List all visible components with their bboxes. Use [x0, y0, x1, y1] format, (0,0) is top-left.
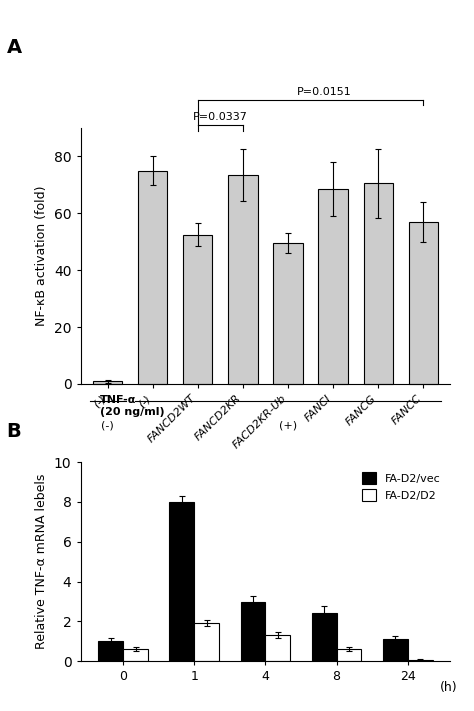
Y-axis label: NF-κB activation (fold): NF-κB activation (fold)	[36, 186, 48, 326]
Bar	[170, 502, 194, 661]
Bar	[138, 171, 167, 384]
Bar	[241, 602, 265, 661]
Bar	[383, 639, 408, 661]
Text: (h): (h)	[440, 681, 458, 694]
Text: B: B	[7, 422, 21, 442]
Y-axis label: Relative TNF-α mRNA lebels: Relative TNF-α mRNA lebels	[36, 474, 48, 649]
Legend: FA-D2/vec, FA-D2/D2: FA-D2/vec, FA-D2/D2	[358, 468, 445, 505]
Bar	[99, 641, 123, 661]
Bar	[364, 183, 393, 384]
Bar	[337, 649, 362, 661]
Bar	[123, 649, 148, 661]
Text: A: A	[7, 38, 22, 58]
Text: P=0.0151: P=0.0151	[297, 87, 351, 97]
Text: (-): (-)	[101, 421, 114, 431]
Bar	[409, 222, 438, 384]
Bar	[319, 189, 348, 384]
Bar	[194, 624, 219, 661]
Bar	[312, 614, 337, 661]
Text: TNF-α
(20 ng/ml): TNF-α (20 ng/ml)	[100, 395, 164, 417]
Text: P=0.0337: P=0.0337	[193, 112, 248, 122]
Bar	[93, 381, 122, 384]
Bar	[265, 636, 290, 661]
Text: (+): (+)	[279, 421, 297, 431]
Bar	[183, 235, 212, 384]
Bar	[228, 175, 257, 384]
Bar	[273, 243, 302, 384]
